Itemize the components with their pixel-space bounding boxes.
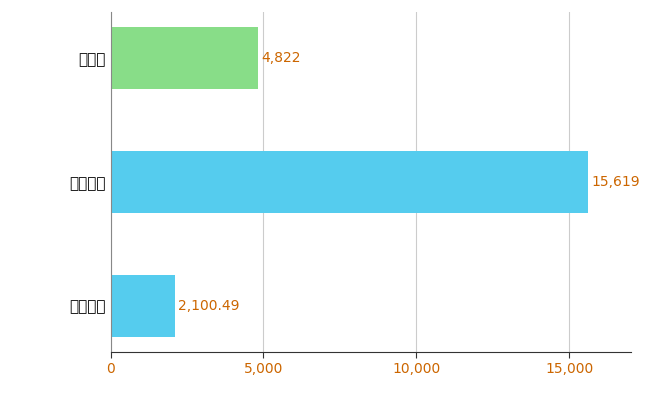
Bar [111,151,588,213]
Text: 4,822: 4,822 [261,51,300,65]
Bar [111,275,175,336]
Bar [111,28,258,89]
Text: 2,100.49: 2,100.49 [178,299,239,313]
Text: 15,619: 15,619 [592,175,640,189]
